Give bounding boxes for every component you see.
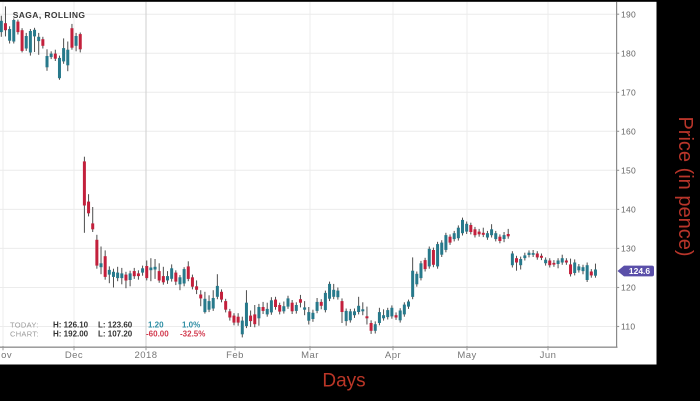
svg-text:124.6: 124.6 [629,266,651,276]
svg-text:Dec: Dec [65,350,83,361]
svg-text:160: 160 [621,126,636,136]
svg-text:May: May [457,350,476,361]
svg-text:170: 170 [621,87,636,97]
svg-text:TODAY:: TODAY: [10,321,39,330]
svg-text:Mar: Mar [301,350,319,361]
svg-text:L: 123.60: L: 123.60 [98,321,133,330]
svg-text:150: 150 [621,165,636,175]
svg-text:H: 192.00: H: 192.00 [53,330,89,339]
svg-text:Jun: Jun [540,350,557,361]
svg-text:H: 126.10: H: 126.10 [53,321,89,330]
svg-text:120: 120 [621,283,636,293]
svg-text:SAGA, ROLLING: SAGA, ROLLING [13,10,86,20]
svg-text:CHART:: CHART: [10,330,39,339]
svg-text:180: 180 [621,48,636,58]
svg-text:L: 107.20: L: 107.20 [98,330,133,339]
svg-text:1.20: 1.20 [148,321,164,330]
svg-text:Feb: Feb [226,350,244,361]
svg-text:-32.5%: -32.5% [180,330,205,339]
svg-text:-60.00: -60.00 [146,330,169,339]
svg-text:1.0%: 1.0% [182,321,200,330]
svg-text:140: 140 [621,205,636,215]
svg-text:190: 190 [621,9,636,19]
svg-text:2018: 2018 [135,350,158,361]
svg-text:Apr: Apr [385,350,401,361]
svg-text:Days: Days [322,371,365,392]
svg-text:Price (in pence): Price (in pence) [674,116,696,256]
svg-text:110: 110 [621,322,635,332]
svg-text:Nov: Nov [0,350,12,361]
svg-text:130: 130 [621,244,636,254]
